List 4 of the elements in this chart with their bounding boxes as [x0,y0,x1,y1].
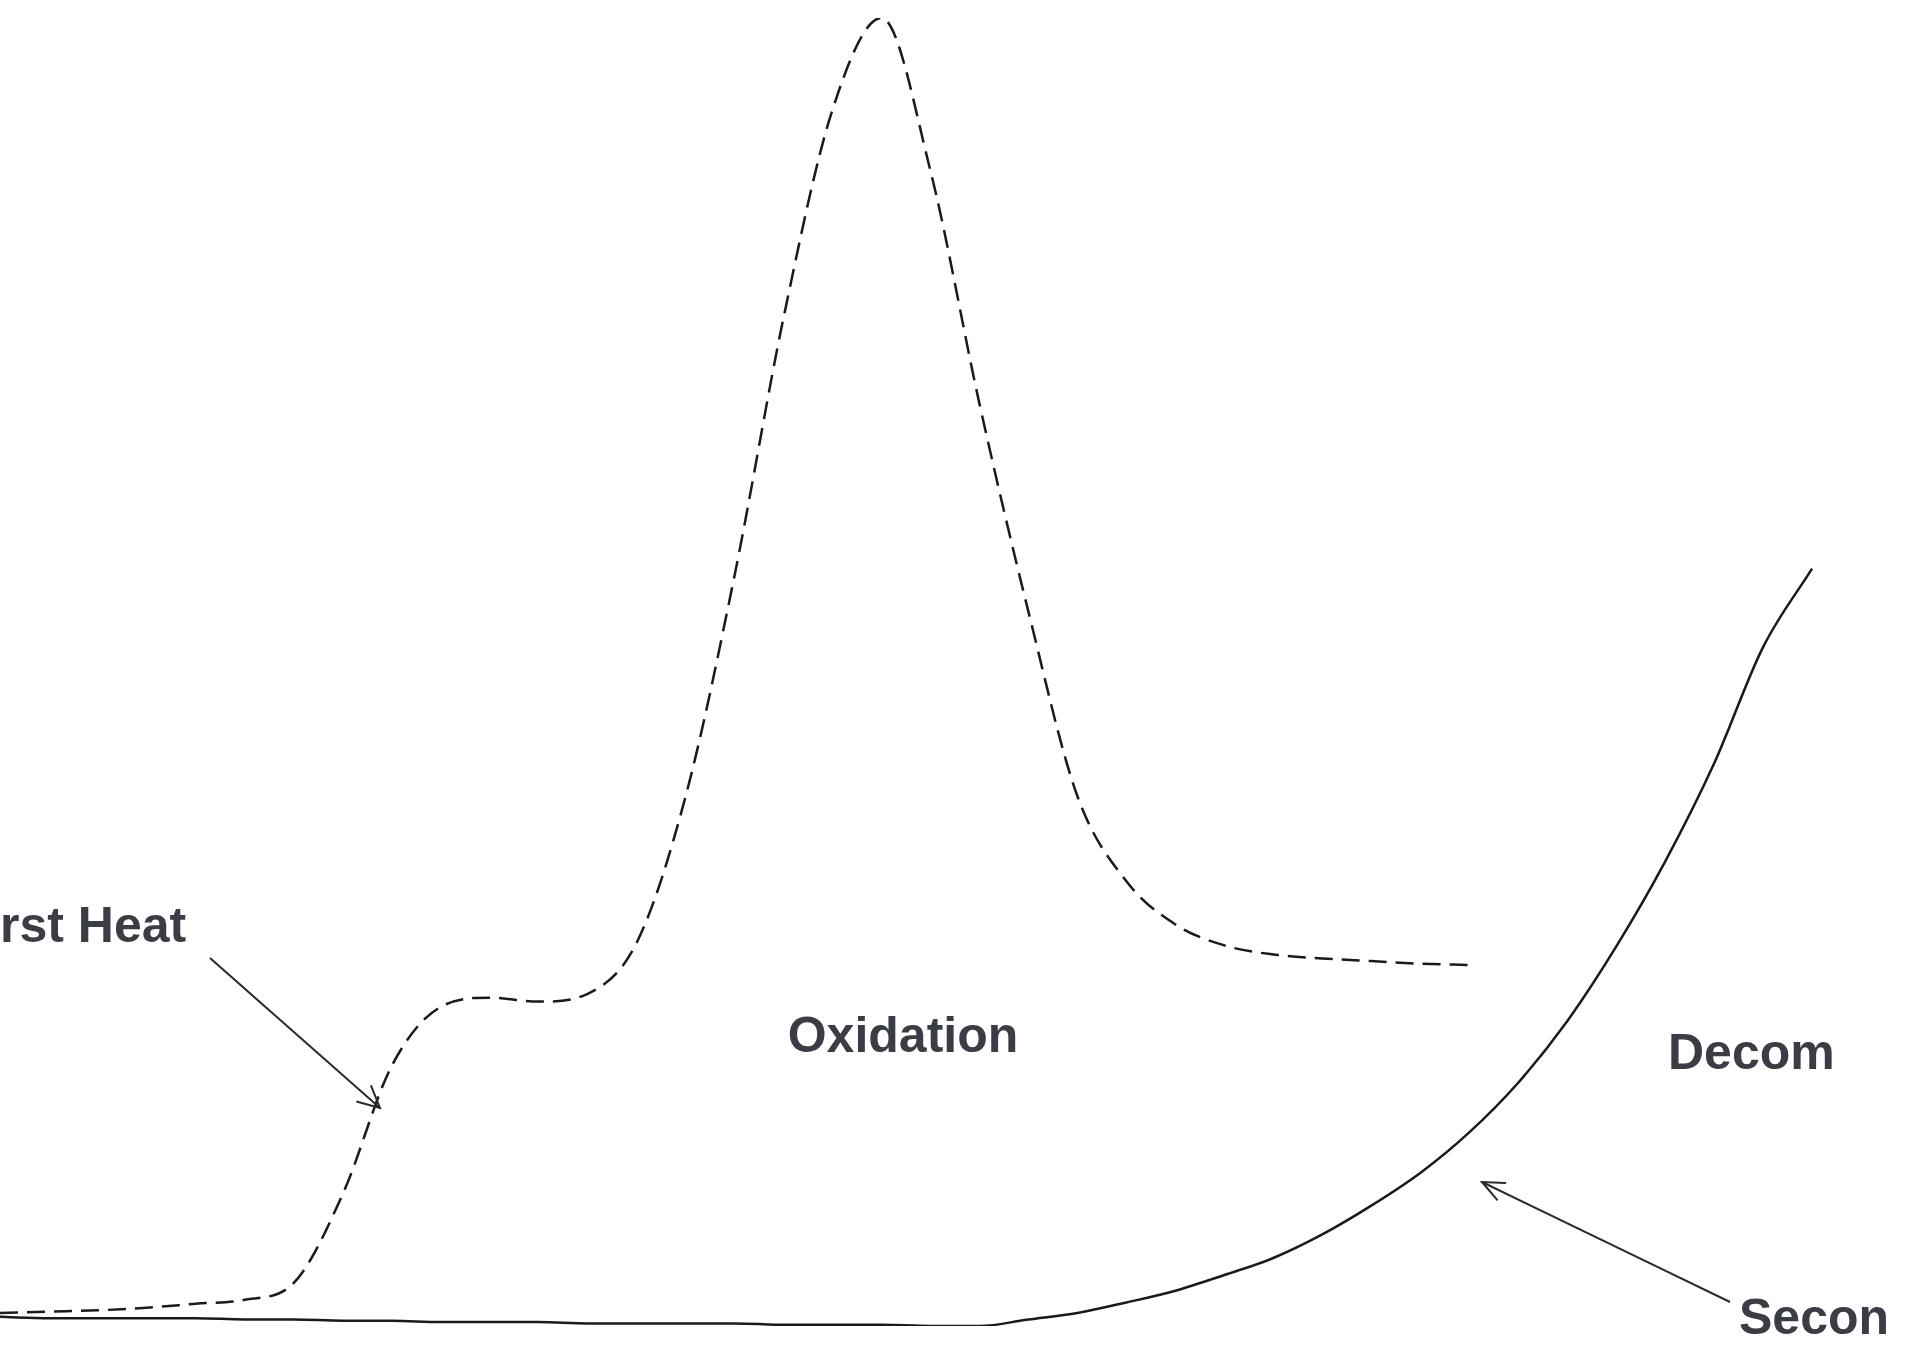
annotation: Oxidation [787,1006,1019,1063]
annotation: rst Heat [0,896,187,953]
annotation: Decom [1668,1023,1835,1080]
annotation: Secon [1739,1288,1890,1345]
